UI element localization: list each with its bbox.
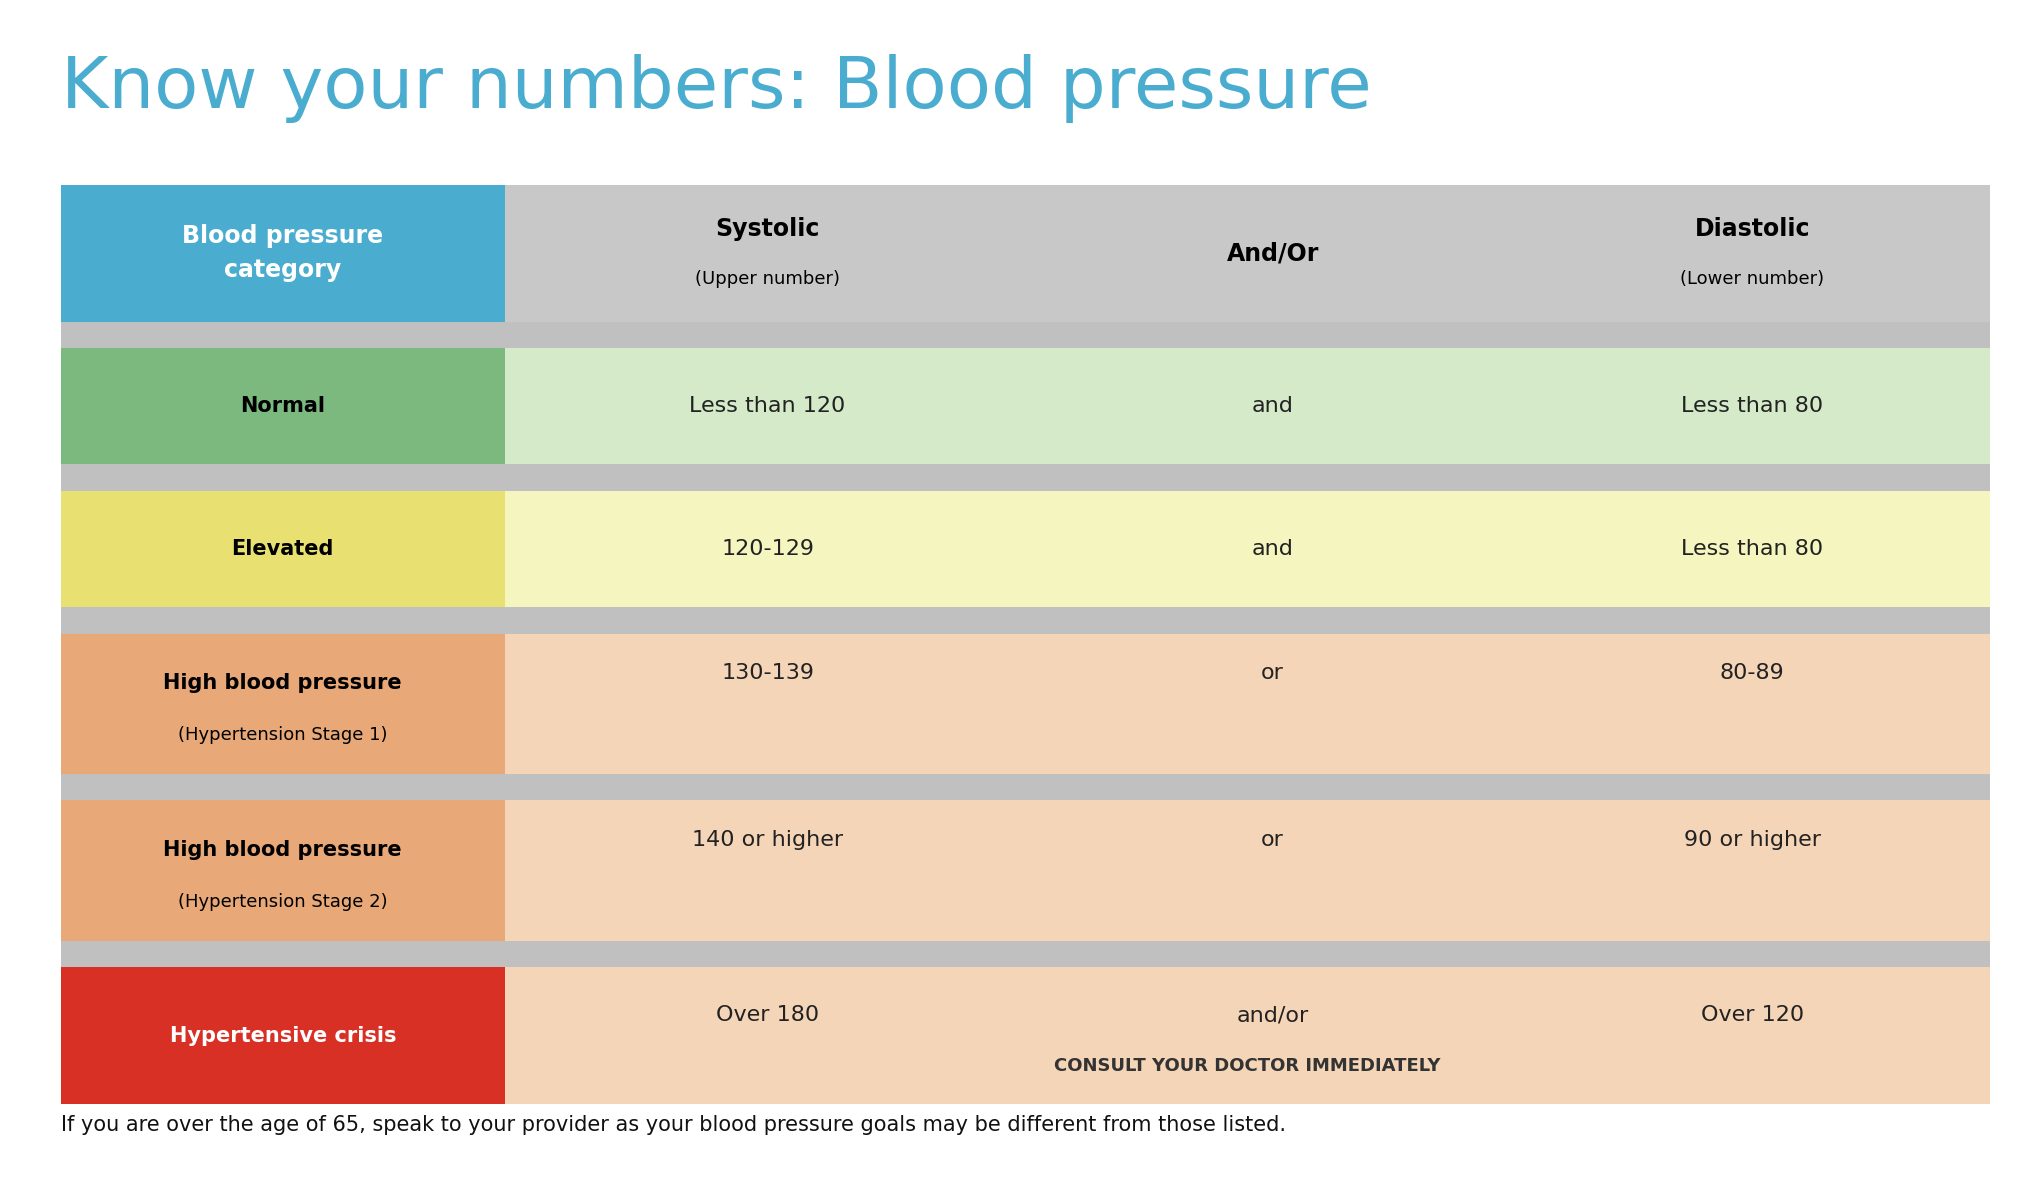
Text: (Hypertension Stage 2): (Hypertension Stage 2) bbox=[178, 892, 388, 911]
Bar bbox=[61, 185, 505, 322]
Bar bbox=[61, 348, 505, 464]
Text: Elevated: Elevated bbox=[232, 540, 333, 559]
Text: Systolic: Systolic bbox=[715, 217, 820, 242]
Text: 90 or higher: 90 or higher bbox=[1685, 830, 1820, 849]
Text: or: or bbox=[1260, 663, 1285, 682]
Text: (Upper number): (Upper number) bbox=[695, 270, 840, 288]
Text: 80-89: 80-89 bbox=[1719, 663, 1786, 682]
Text: and: and bbox=[1252, 397, 1293, 416]
Text: (Hypertension Stage 1): (Hypertension Stage 1) bbox=[178, 725, 388, 744]
Bar bbox=[1515, 185, 1990, 322]
Bar bbox=[1515, 491, 1990, 607]
Bar bbox=[505, 348, 1030, 464]
Text: High blood pressure: High blood pressure bbox=[164, 673, 402, 693]
Text: and/or: and/or bbox=[1236, 1005, 1309, 1025]
Bar bbox=[61, 491, 505, 607]
Text: or: or bbox=[1260, 830, 1285, 849]
Bar bbox=[1030, 967, 1515, 1104]
Text: CONSULT YOUR DOCTOR IMMEDIATELY: CONSULT YOUR DOCTOR IMMEDIATELY bbox=[1054, 1056, 1440, 1074]
Bar bbox=[505, 634, 1030, 774]
Bar bbox=[1515, 967, 1990, 1104]
Bar bbox=[1515, 348, 1990, 464]
Bar bbox=[61, 634, 505, 774]
Text: Less than 80: Less than 80 bbox=[1681, 397, 1824, 416]
Text: Know your numbers: Blood pressure: Know your numbers: Blood pressure bbox=[61, 54, 1372, 123]
Text: 120-129: 120-129 bbox=[721, 540, 814, 559]
Bar bbox=[1030, 491, 1515, 607]
Text: and: and bbox=[1252, 540, 1293, 559]
Bar bbox=[1030, 185, 1515, 322]
Bar bbox=[1030, 634, 1515, 774]
Text: 140 or higher: 140 or higher bbox=[693, 830, 842, 849]
Bar bbox=[505, 491, 1030, 607]
Text: Over 180: Over 180 bbox=[715, 1005, 820, 1025]
Bar bbox=[505, 185, 1030, 322]
Bar bbox=[505, 800, 1030, 941]
Text: Blood pressure
category: Blood pressure category bbox=[182, 224, 384, 282]
Bar bbox=[1515, 634, 1990, 774]
Text: Normal: Normal bbox=[240, 397, 325, 416]
Bar bbox=[61, 800, 505, 941]
Text: Over 120: Over 120 bbox=[1701, 1005, 1804, 1025]
Bar bbox=[1030, 800, 1515, 941]
Bar bbox=[505, 967, 1030, 1104]
Bar bbox=[1030, 348, 1515, 464]
Text: (Lower number): (Lower number) bbox=[1681, 270, 1824, 288]
Text: High blood pressure: High blood pressure bbox=[164, 840, 402, 860]
Text: Hypertensive crisis: Hypertensive crisis bbox=[170, 1025, 396, 1046]
Bar bbox=[1515, 800, 1990, 941]
Text: Less than 80: Less than 80 bbox=[1681, 540, 1824, 559]
Text: And/Or: And/Or bbox=[1226, 241, 1319, 266]
Text: Less than 120: Less than 120 bbox=[689, 397, 846, 416]
Bar bbox=[61, 185, 1990, 1072]
Text: If you are over the age of 65, speak to your provider as your blood pressure goa: If you are over the age of 65, speak to … bbox=[61, 1116, 1285, 1135]
Text: Diastolic: Diastolic bbox=[1695, 217, 1810, 242]
Bar bbox=[61, 967, 505, 1104]
Text: 130-139: 130-139 bbox=[721, 663, 814, 682]
